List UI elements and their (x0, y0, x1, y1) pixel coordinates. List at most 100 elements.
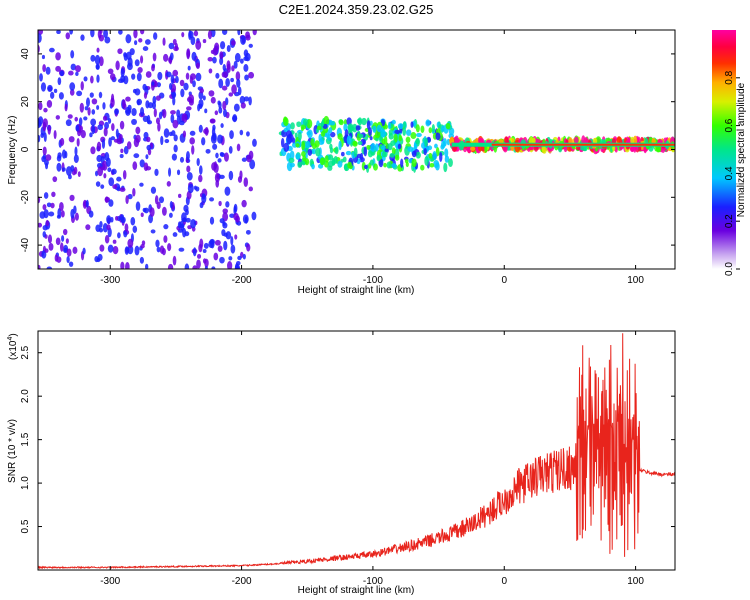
spectrogram-cell (87, 107, 91, 116)
spectrogram-cell (152, 52, 157, 62)
spectrogram-cell (237, 86, 242, 96)
spectrogram-cell (195, 62, 200, 69)
spectrogram-cell (338, 119, 344, 126)
spectrogram-cell (73, 166, 78, 175)
colorbar-tick-label: 0.2 (724, 214, 735, 228)
spectrogram-cell (369, 159, 374, 166)
spectrogram-cell (209, 216, 215, 225)
spectrogram-cell (172, 255, 177, 266)
spectrogram-cells (38, 30, 675, 269)
spectrogram-cell (75, 124, 80, 132)
spectrogram-cell (133, 153, 140, 159)
spectrogram-cell (616, 136, 621, 144)
colorbar-scale (712, 30, 736, 269)
spectrogram-cell (42, 231, 47, 238)
spectrogram-cell (612, 145, 616, 151)
spectrogram-cell (114, 108, 119, 115)
spectrogram-cell (214, 239, 221, 246)
spectrogram-cell (428, 127, 433, 134)
spectrogram-cell (442, 138, 447, 147)
spectrogram-cell (69, 30, 73, 35)
spectrogram-cell (91, 109, 96, 115)
spectrogram-cell (112, 239, 117, 244)
spectrogram-cell (55, 52, 61, 61)
spectrogram-cell (198, 174, 203, 183)
spectrogram-cell (332, 159, 336, 166)
spectrogram-cell (189, 137, 195, 145)
spectrogram-cell (207, 57, 213, 62)
spectrogram-cell (199, 88, 204, 94)
spectrogram-cell (46, 202, 52, 208)
spectrogram-cell (153, 32, 158, 40)
spectrogram-cell (94, 170, 99, 177)
spectrogram-cell (58, 92, 64, 100)
spectrogram-cell (391, 162, 397, 169)
spectrogram-cell (222, 222, 228, 229)
spectrogram-cell (407, 146, 414, 152)
spectrogram-cell (218, 107, 223, 114)
spectrogram-cell (239, 129, 244, 136)
spectrogram-cell (152, 95, 157, 104)
spectrogram-cell (223, 152, 229, 162)
spectrogram-cell (231, 65, 235, 72)
spectrogram-cell (168, 167, 172, 177)
spectrogram-cell (232, 114, 238, 123)
y-tick-label: -40 (20, 237, 31, 252)
spectrogram-cell (223, 232, 228, 237)
spectrogram-cell (390, 140, 396, 147)
colorbar: 0.0 0.2 0.4 0.6 0.8 Normalized spectral ampl… (712, 30, 747, 276)
spectrogram-cell (252, 138, 257, 147)
spectrogram-cell (433, 159, 440, 169)
x-tick-label: -100 (363, 576, 383, 587)
spectrogram-cell (353, 147, 358, 158)
spectrogram-cell (126, 141, 132, 150)
spectrogram-cell (204, 266, 208, 269)
spectrogram-cell (315, 147, 321, 157)
spectrogram-cell (80, 34, 85, 41)
spectrogram-cell (135, 126, 141, 135)
spectrogram-cell (42, 146, 47, 156)
spectrogram-cell (65, 238, 69, 244)
spectrogram-cell (320, 130, 326, 137)
spectrogram-cell (387, 121, 392, 130)
spectrogram-cell (117, 48, 123, 55)
spectrogram-cell (186, 150, 190, 161)
spectrogram-cell (98, 227, 104, 233)
spectrogram-cell (201, 137, 206, 146)
spectrogram-cell (234, 234, 238, 240)
spectrogram-cell (188, 30, 192, 41)
spectrogram-cell (296, 121, 302, 128)
spectrogram-cell (137, 67, 143, 74)
spectrogram-cell (242, 253, 246, 260)
spectrogram-cell (233, 103, 240, 112)
y-tick-label: 0.5 (20, 519, 31, 533)
spectrogram-cell (179, 156, 185, 163)
spectrogram-cell (209, 238, 215, 245)
spectrogram-cell (228, 146, 233, 154)
spectrogram-cell (63, 244, 69, 253)
spectrogram-cell (139, 182, 144, 187)
spectrogram-cell (245, 229, 251, 235)
spectrogram-cell (318, 133, 323, 142)
spectrogram-cell (355, 125, 361, 131)
spectrogram-cell (286, 134, 292, 145)
spectrogram-cell (210, 49, 215, 54)
spectrogram-cell (369, 136, 373, 141)
spectrogram-cell (66, 256, 70, 264)
spectrogram-cell (203, 128, 209, 135)
y-tick-label: 40 (20, 48, 31, 60)
spectrogram-cell (38, 134, 41, 143)
spectrogram-cell (205, 148, 211, 154)
spectrogram-cell (394, 129, 401, 135)
spectrogram-cell (43, 132, 47, 143)
spectrogram-cell (102, 102, 106, 110)
spectrogram-cell (56, 214, 61, 219)
spectrogram-cell (429, 163, 435, 168)
spectrogram-cell (361, 117, 367, 126)
spectrogram-cell (111, 168, 117, 175)
spectrogram-cell (239, 95, 246, 105)
spectrogram-cell (161, 248, 166, 256)
spectrogram-cell (135, 201, 141, 212)
spectrogram-cell (55, 237, 61, 246)
spectrogram-cell (125, 106, 131, 116)
